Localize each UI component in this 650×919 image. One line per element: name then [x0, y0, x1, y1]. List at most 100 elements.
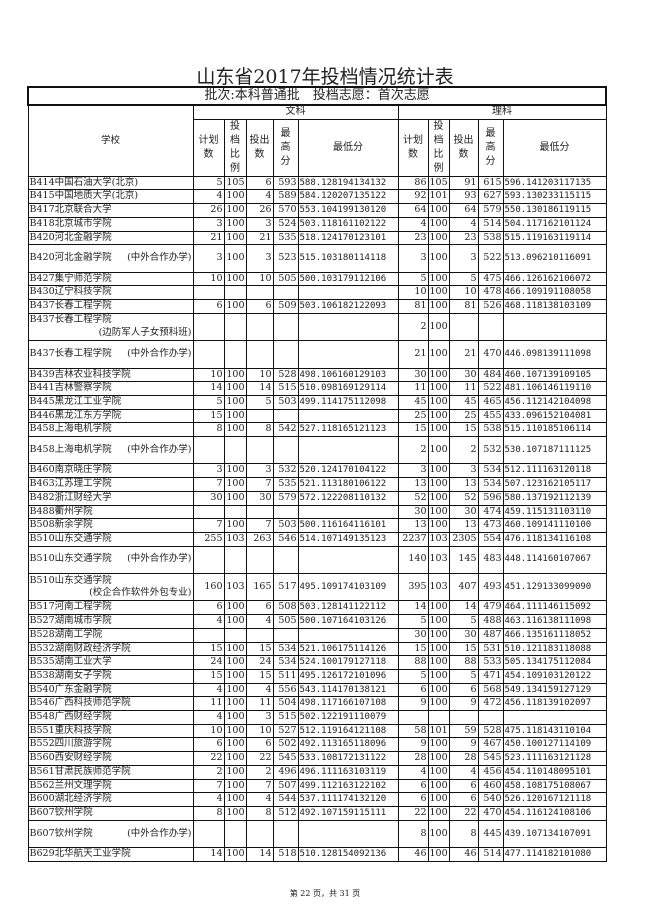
wenke-max-cell: 544	[272, 792, 299, 807]
school-name: B420河北金融学院	[29, 252, 112, 264]
wenke-plan-cell: 11	[192, 696, 225, 712]
like-max-cell: 538	[477, 422, 504, 438]
like-admitted-cell: 9	[448, 696, 479, 712]
like-ratio-cell: 100	[427, 518, 450, 533]
school-name: B488衢州学院	[29, 505, 93, 517]
school-name: B418北京城市学院	[29, 217, 112, 229]
table-row: B414中国石油大学(北京) 5 105 6 593 588.128194134132 86…	[27, 175, 607, 191]
wenke-ratio-cell: 100	[223, 778, 247, 794]
school-name: B458上海电机学院	[29, 443, 112, 455]
wenke-max-cell	[272, 312, 299, 342]
like-plan-cell	[397, 710, 429, 725]
like-max-cell: 545	[477, 751, 504, 766]
school-cell: B439吉林农业科技学院	[27, 367, 194, 383]
wenke-min-cell: 514.107149135123	[297, 531, 399, 547]
wenke-plan-cell: 4	[192, 614, 225, 629]
school-cell: B437长春工程学院 (边防军人子女预科班)	[27, 312, 194, 342]
school-cell: B414中国石油大学(北京)	[27, 175, 194, 191]
school-cell: B482浙江财经大学	[27, 490, 194, 506]
like-max-cell: 460	[477, 778, 504, 794]
wenke-min-cell: 588.128194134132	[297, 175, 399, 191]
wenke-max-cell: 504	[272, 696, 299, 712]
like-ratio-cell: 100	[427, 230, 450, 246]
school-name: B517河南工程学院	[29, 601, 112, 613]
school-cell: B546广西科技师范学院	[27, 696, 194, 712]
wenke-plan-cell: 4	[192, 710, 225, 725]
wenke-ratio-cell: 105	[223, 175, 247, 191]
wenke-ratio-cell: 100	[223, 737, 247, 753]
like-ratio-cell: 100	[427, 819, 450, 849]
table-row: B430辽宁科技学院 10 100 10 478 466.109191108058	[27, 285, 607, 301]
like-ratio-cell: 100	[427, 203, 450, 218]
wenke-max-cell	[272, 436, 299, 465]
school-name: B510山东交通学院	[29, 574, 112, 586]
wenke-ratio-cell: 100	[223, 477, 247, 492]
like-min-cell: 466.135161118052	[502, 627, 607, 643]
wenke-ratio-cell: 100	[223, 764, 247, 780]
wenke-min-cell: 510.098169129114	[297, 381, 399, 396]
wenke-max-cell	[272, 408, 299, 424]
wenke-min-cell: 584.120207135122	[297, 189, 399, 205]
wenke-admitted-cell	[245, 408, 274, 424]
wenke-max-cell: 503	[272, 394, 299, 410]
like-plan-cell: 52	[397, 490, 429, 506]
like-ratio-cell: 100	[427, 394, 450, 410]
like-max-header: 最高分	[477, 118, 504, 177]
wenke-admitted-cell	[245, 627, 274, 643]
school-note: (边防军人子女预科班)	[98, 326, 192, 338]
like-plan-cell: 6	[397, 682, 429, 698]
like-admitted-cell: 46	[448, 847, 479, 862]
school-note: (校企合作软件外包专业)	[89, 587, 192, 599]
like-admitted-cell: 5	[448, 668, 479, 684]
like-plan-cell: 30	[397, 367, 429, 383]
like-min-header: 最低分	[502, 118, 607, 177]
like-admitted-cell: 30	[448, 627, 479, 643]
wenke-plan-cell: 10	[192, 367, 225, 383]
table-row: B551重庆科技学院 10 100 10 527 512.119164121108 58 10…	[27, 723, 607, 739]
like-min-cell: 439.107134107091	[502, 819, 607, 849]
school-cell: B458上海电机学院 (中外合作办学)	[27, 436, 194, 465]
wenke-plan-cell: 30	[192, 490, 225, 506]
wenke-ratio-cell	[223, 340, 247, 369]
wenke-min-cell: 498.117166107108	[297, 696, 399, 712]
wenke-ratio-cell	[223, 819, 247, 849]
school-name: B414中国石油大学(北京)	[29, 176, 139, 188]
like-max-cell: 514	[477, 216, 504, 232]
like-ratio-cell: 100	[427, 614, 450, 629]
like-ratio-cell: 103	[427, 573, 450, 602]
like-min-cell: 515.119163119114	[502, 230, 607, 246]
like-min-cell: 464.111146115092	[502, 600, 607, 616]
like-max-cell: 531	[477, 641, 504, 657]
like-ratio-cell: 100	[427, 627, 450, 643]
school-name: B562兰州文理学院	[29, 779, 112, 791]
like-plan-cell: 30	[397, 627, 429, 643]
school-cell: B437长春工程学院 (中外合作办学)	[27, 340, 194, 369]
table-row: B417北京联合大学 26 100 26 570 553.104199130120 64 10…	[27, 203, 607, 218]
table-row: B562兰州文理学院 7 100 7 507 499.112163122102 6 100 6 4…	[27, 778, 607, 794]
like-min-cell: 504.117162101124	[502, 216, 607, 232]
like-max-cell: 473	[477, 518, 504, 533]
school-cell: B415中国地质大学(北京)	[27, 189, 194, 205]
wenke-min-cell	[297, 312, 399, 342]
like-admitted-cell: 6	[448, 778, 479, 794]
like-admitted-cell: 15	[448, 422, 479, 438]
like-min-cell: 460.107139109105	[502, 367, 607, 383]
wenke-max-cell: 502	[272, 737, 299, 753]
wenke-ratio-cell: 100	[223, 408, 247, 424]
like-min-cell: 475.118143110104	[502, 723, 607, 739]
like-plan-cell: 5	[397, 614, 429, 629]
like-admitted-cell	[448, 710, 479, 725]
wenke-plan-cell: 255	[192, 531, 225, 547]
wenke-admitted-cell: 3	[245, 463, 274, 479]
school-cell: B528湖南工学院	[27, 627, 194, 643]
like-plan-cell: 14	[397, 600, 429, 616]
table-row: B437长春工程学院 (边防军人子女预科班) 2 100	[27, 312, 607, 342]
wenke-ratio-cell	[223, 504, 247, 520]
admission-table: 批次:本科普通批 投档志愿：首次志愿 学校 文科 理科 计划数 投档比例 投出数 最高…	[26, 86, 608, 862]
wenke-max-cell	[272, 285, 299, 301]
wenke-min-cell	[297, 285, 399, 301]
like-admitted-cell: 14	[448, 600, 479, 616]
like-ratio-cell: 100	[427, 381, 450, 396]
wenke-admitted-cell: 8	[245, 422, 274, 438]
school-name: B427集宁师范学院	[29, 272, 112, 284]
